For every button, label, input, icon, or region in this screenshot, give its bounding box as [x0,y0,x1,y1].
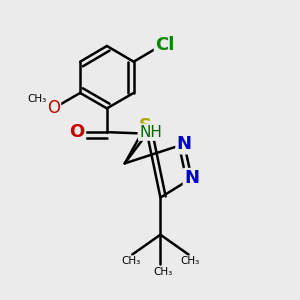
Text: Cl: Cl [155,36,175,54]
Text: CH₃: CH₃ [154,267,173,277]
Text: CH₃: CH₃ [121,256,140,266]
Text: CH₃: CH₃ [27,94,47,104]
Text: S: S [139,117,152,135]
Text: O: O [47,99,60,117]
Text: NH: NH [139,125,162,140]
Text: O: O [70,123,85,141]
Text: CH₃: CH₃ [181,256,200,266]
Text: N: N [177,135,192,153]
Text: N: N [184,169,199,187]
